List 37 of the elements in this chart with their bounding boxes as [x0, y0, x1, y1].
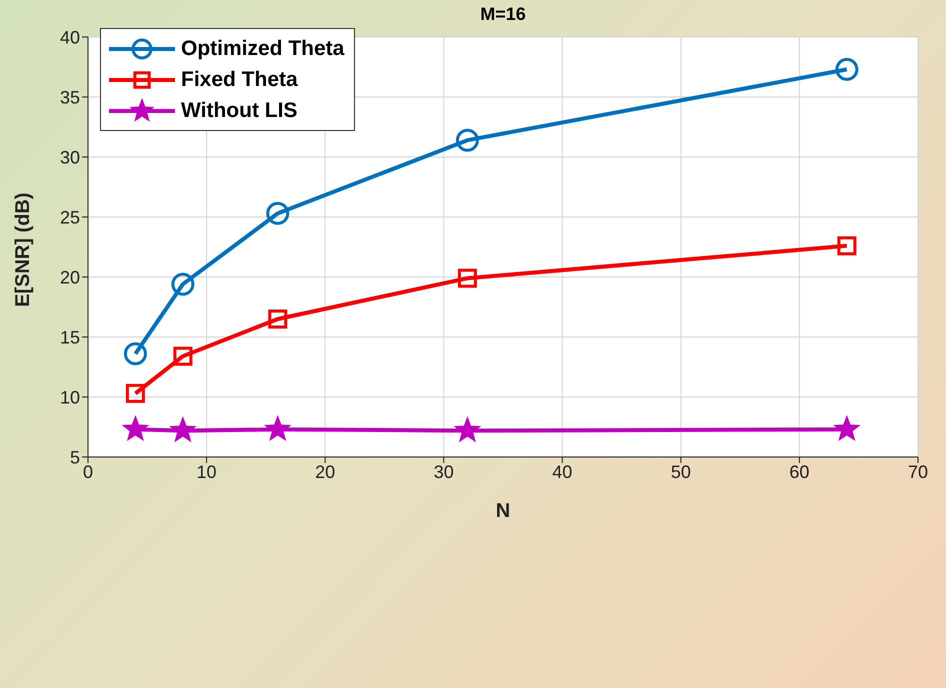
x-tick-label: 30 [434, 462, 454, 482]
legend-label: Without LIS [181, 98, 298, 122]
x-tick-label: 20 [315, 462, 336, 482]
legend-label: Fixed Theta [181, 68, 298, 92]
point [171, 272, 194, 296]
y-tick-label: 15 [60, 327, 80, 348]
y-tick-label: 40 [60, 27, 80, 48]
point [264, 416, 291, 440]
point [266, 202, 290, 225]
x-tick-label: 50 [670, 462, 691, 482]
legend-label: Optimized Theta [181, 36, 344, 60]
point [126, 384, 145, 403]
y-tick-label: 35 [60, 87, 80, 108]
point [834, 416, 860, 440]
point [456, 128, 479, 152]
x-tick-label: 40 [552, 462, 572, 482]
point [458, 268, 477, 288]
point [122, 416, 148, 440]
y-tick-label: 25 [60, 207, 80, 228]
x-axis-title: N [496, 500, 510, 522]
y-tick-label: 10 [60, 387, 80, 408]
x-tick-label: 10 [196, 462, 217, 482]
y-tick-label: 30 [60, 147, 80, 168]
point [835, 58, 858, 81]
y-tick-label: 5 [70, 447, 80, 468]
point [173, 346, 192, 366]
point [124, 342, 147, 366]
point [837, 236, 856, 256]
chart-title: M=16 [479, 4, 527, 25]
point [170, 417, 196, 442]
point [268, 310, 288, 328]
y-axis-title: E[SNR] (dB) [12, 192, 34, 307]
x-tick-label: 60 [789, 462, 810, 482]
x-tick-label: 70 [908, 462, 928, 482]
point [454, 417, 480, 442]
y-tick-label: 20 [60, 267, 80, 288]
x-tick-label: 0 [82, 462, 94, 482]
